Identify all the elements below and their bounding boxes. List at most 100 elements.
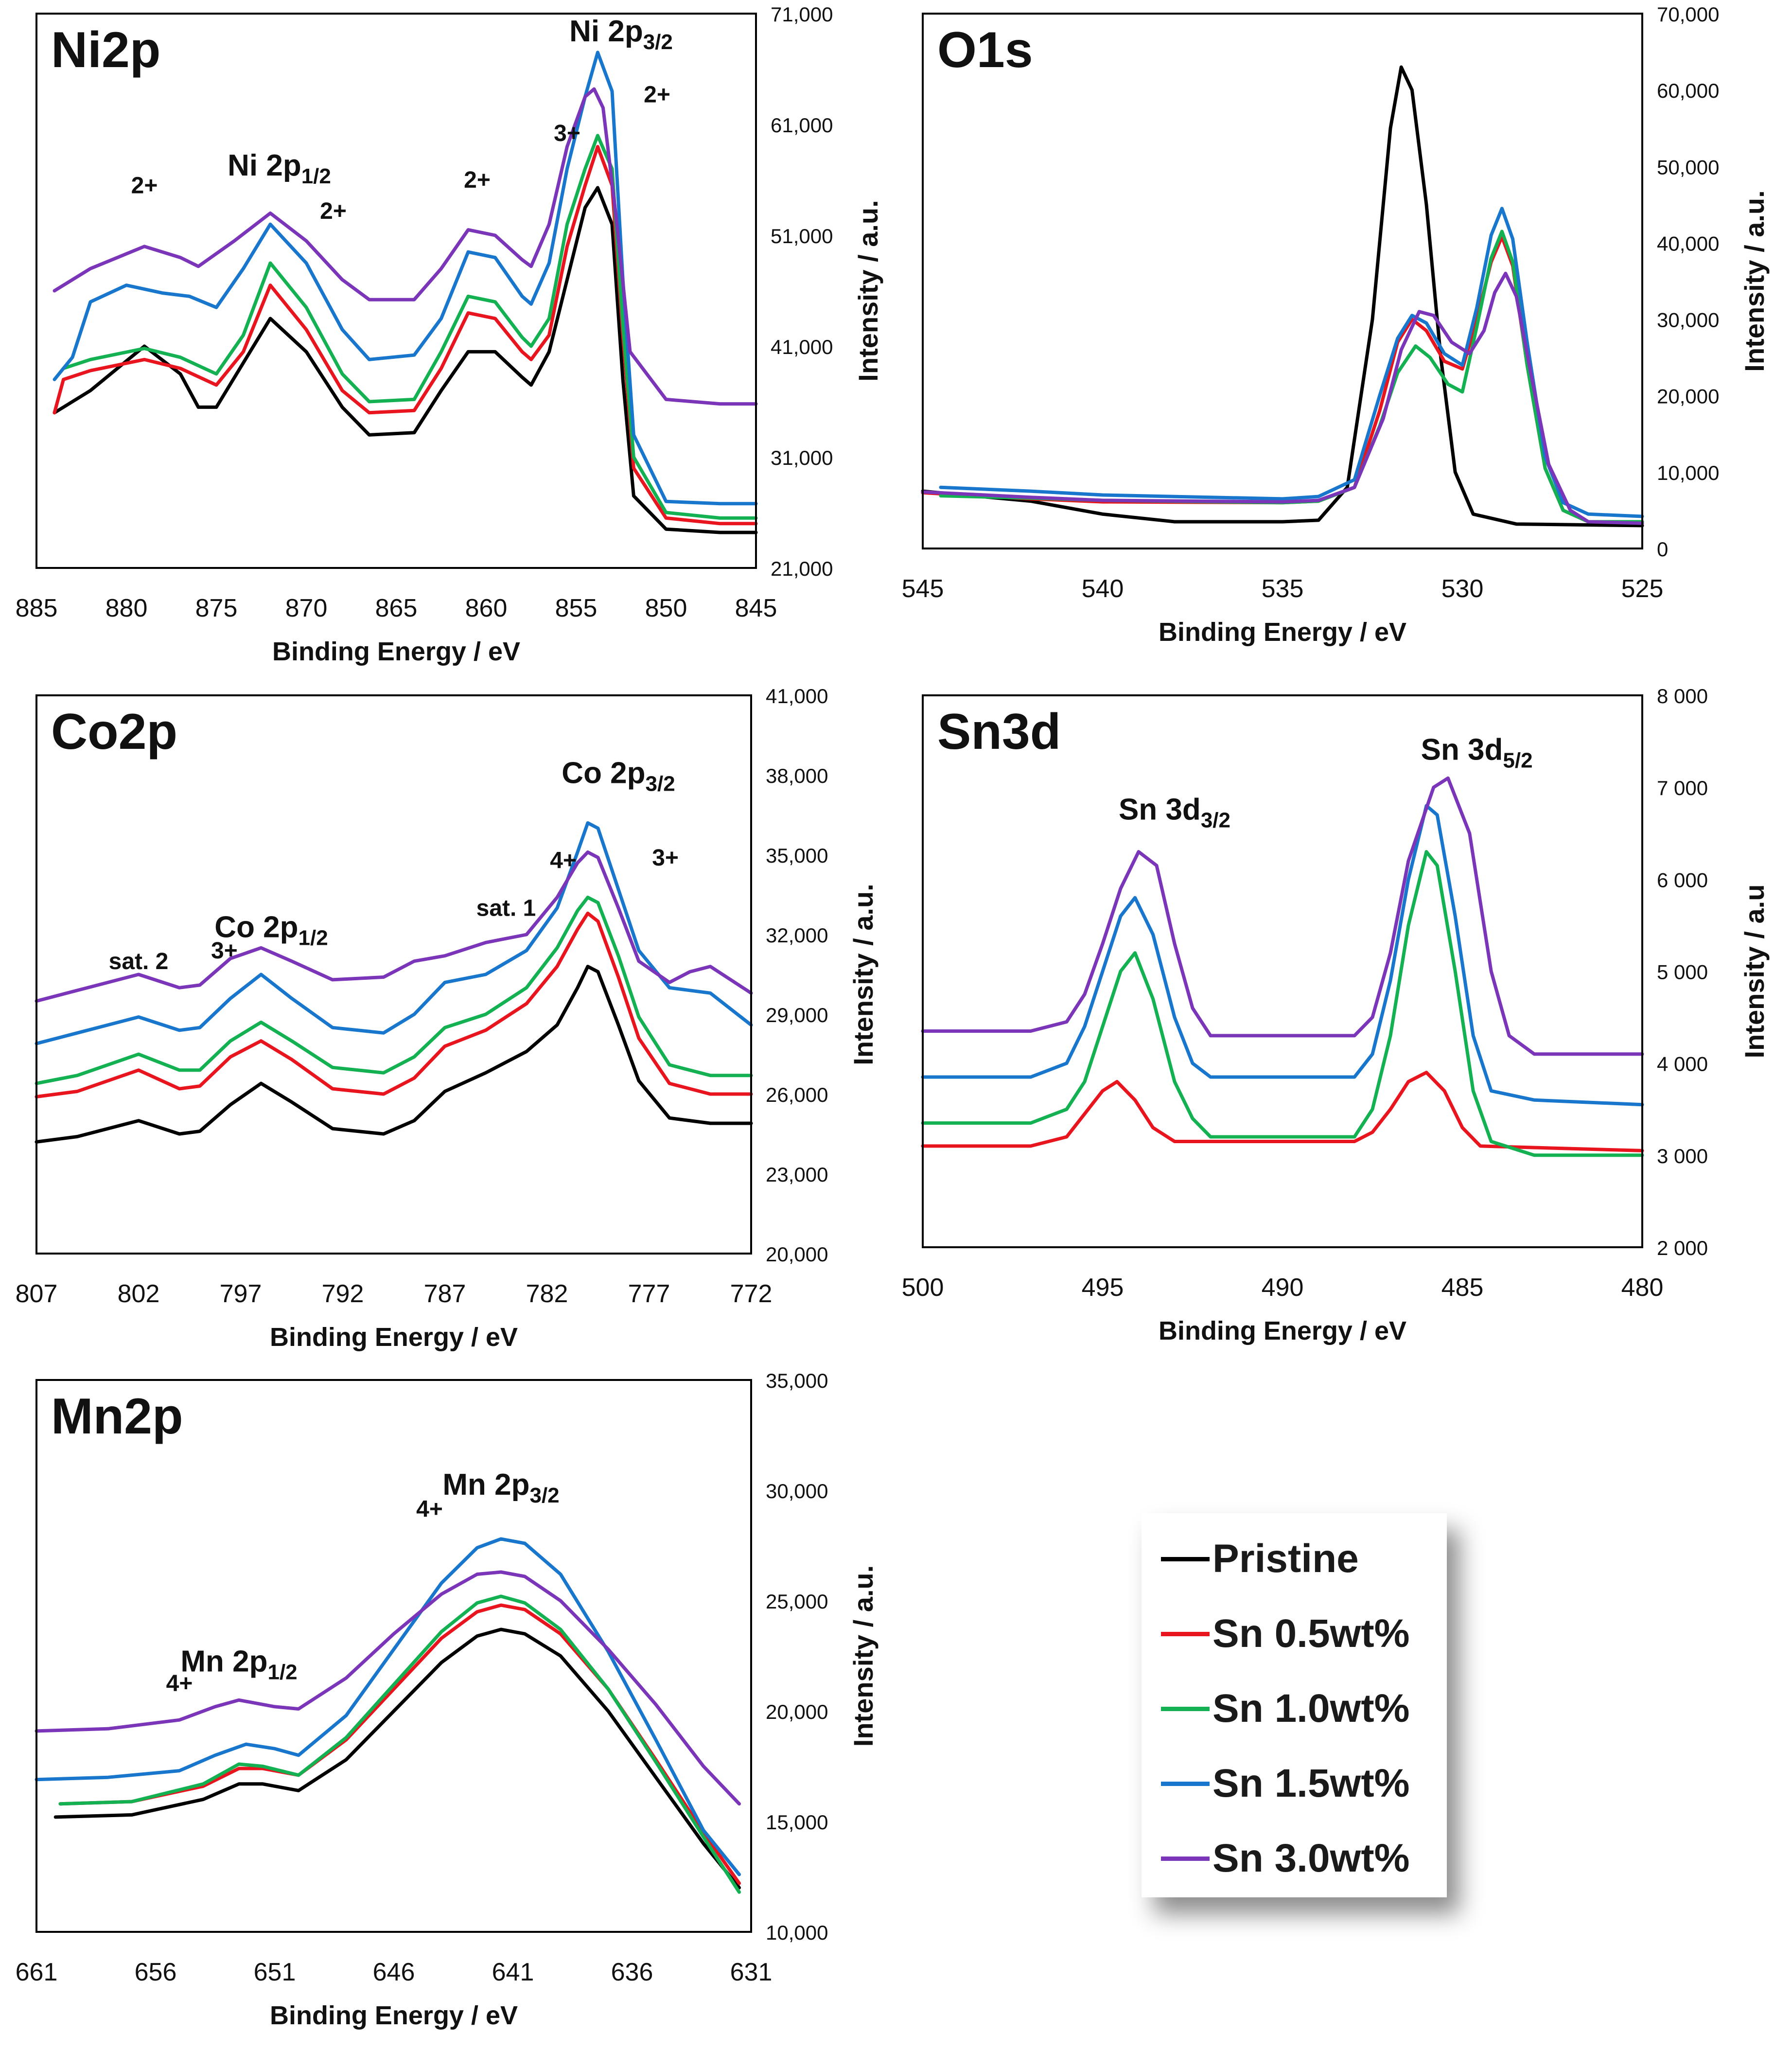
mn2p-x-tick-label: 651 [254,1958,296,1986]
sn3d-y-tick-label: 7 000 [1657,777,1708,799]
sn3d-panel-title: Sn3d [937,704,1061,760]
o1s-y-tick-label: 30,000 [1657,309,1719,332]
co2p-x-tick-label: 807 [16,1280,58,1308]
co2p-y-tick-label: 41,000 [766,685,828,707]
mn2p-x-tick-label: 661 [16,1958,58,1986]
co2p-y-tick-label: 35,000 [766,844,828,867]
ni2p-x-tick-label: 855 [555,594,597,622]
co2p-y-tick-label: 32,000 [766,924,828,947]
mn2p-y-tick-label: 25,000 [766,1590,828,1613]
o1s-series-sn-1-0wt [939,230,1644,524]
sn3d-x-tick-label: 485 [1441,1273,1484,1302]
ni2p-plot-frame [35,13,757,569]
o1s-y-tick-label: 60,000 [1657,79,1719,102]
co2p-y-tick-label: 20,000 [766,1243,828,1266]
ni2p-peak-label: Ni 2p1/2 [228,149,331,188]
mn2p-peak-label: Mn 2p1/2 [180,1644,297,1684]
legend: Pristine Sn 0.5wt% Sn 1.0wt% Sn 1.5wt% S… [1142,1513,1447,1897]
ni2p-x-tick-label: 880 [105,594,148,622]
sn3d-y-tick-label: 5 000 [1657,961,1708,984]
sn3d-y-axis-label: Intensity / a.u [1739,884,1770,1059]
ni2p-y-tick-label: 41,000 [771,336,833,358]
sn3d-peak-label: Sn 3d3/2 [1119,793,1230,832]
o1s-y-tick-label: 40,000 [1657,232,1719,255]
legend-swatch-sn-0-5 [1161,1631,1210,1636]
o1s-x-tick-label: 535 [1262,575,1304,603]
co2p-peak-label: Co 2p3/2 [562,756,675,796]
o1s-series-sn-3-0wt [921,271,1644,525]
co2p-y-tick-label: 23,000 [766,1163,828,1186]
co2p-panel-title: Co2p [51,704,177,760]
o1s-x-tick-label: 530 [1441,575,1484,603]
o1s-x-tick-label: 540 [1082,575,1124,603]
o1s-x-axis-label: Binding Energy / eV [1159,618,1406,647]
mn2p-annotation: 4+ [166,1671,193,1697]
mn2p-panel: 661 656 651 646 641 636 631 10,000 15,000 20,000 2… [16,1369,878,2030]
co2p-y-axis-label: Intensity / a.u. [848,884,878,1065]
sn3d-x-tick-label: 480 [1621,1273,1664,1302]
mn2p-series-sn-3-0wt [35,1570,741,1806]
sn3d-plot-frame [922,694,1643,1248]
ni2p-x-tick-label: 875 [195,594,238,622]
ni2p-y-axis-label: Intensity / a.u. [853,200,883,381]
o1s-y-axis-label: Intensity / a.u. [1739,190,1770,371]
co2p-x-axis-label: Binding Energy / eV [270,1323,518,1352]
co2p-annotation: sat. 1 [476,896,536,921]
legend-label-pristine: Pristine [1212,1537,1359,1581]
mn2p-peak-label: Mn 2p3/2 [442,1468,559,1507]
sn3d-series-sn-3-0wt [921,776,1644,1056]
co2p-annotation: 3+ [652,845,679,871]
co2p-plot-frame [35,694,752,1255]
o1s-x-tick-label: 525 [1621,575,1664,603]
mn2p-series-sn-1-0wt [58,1594,741,1894]
co2p-annotation: 3+ [211,938,238,964]
co2p-x-tick-label: 792 [322,1280,364,1308]
o1s-y-tick-label: 70,000 [1657,3,1719,26]
ni2p-y-tick-label: 61,000 [771,114,833,137]
mn2p-x-tick-label: 631 [730,1958,773,1986]
legend-item-sn-0-5: Sn 0.5wt% [1161,1605,1410,1663]
ni2p-series-sn-3-0wt [53,87,758,406]
co2p-x-tick-label: 802 [118,1280,160,1308]
ni2p-x-tick-label: 860 [465,594,508,622]
mn2p-series-pristine [53,1627,741,1890]
sn3d-y-tick-label: 4 000 [1657,1053,1708,1076]
o1s-panel: 545 540 535 530 525 0 10,000 20,000 30,000 40,000… [902,3,1770,647]
ni2p-annotation: 3+ [554,121,580,146]
co2p-x-tick-label: 787 [424,1280,466,1308]
co2p-annotation: 4+ [550,848,577,873]
sn3d-series-sn-0-5wt [921,1071,1644,1152]
sn3d-x-tick-label: 490 [1262,1273,1304,1302]
co2p-series-sn-3-0wt [35,850,753,1003]
mn2p-x-tick-label: 641 [492,1958,534,1986]
co2p-peak-label: Co 2p1/2 [214,910,328,950]
o1s-y-tick-label: 10,000 [1657,461,1719,484]
co2p-series-sn-1-5wt [35,821,753,1045]
legend-item-sn-1-0: Sn 1.0wt% [1161,1680,1410,1738]
ni2p-y-tick-label: 71,000 [771,3,833,26]
sn3d-x-axis-label: Binding Energy / eV [1159,1316,1406,1345]
ni2p-x-tick-label: 870 [285,594,328,622]
mn2p-y-tick-label: 10,000 [766,1921,828,1944]
ni2p-annotation: 2+ [644,82,670,107]
sn3d-y-tick-label: 8 000 [1657,685,1708,707]
co2p-y-tick-label: 38,000 [766,764,828,787]
legend-item-sn-1-5: Sn 1.5wt% [1161,1754,1410,1813]
legend-item-sn-3-0: Sn 3.0wt% [1161,1829,1410,1888]
ni2p-y-tick-label: 51,000 [771,225,833,248]
co2p-series-sn-1-0wt [35,896,753,1085]
mn2p-y-axis-label: Intensity / a.u. [848,1565,878,1747]
co2p-x-tick-label: 797 [220,1280,262,1308]
ni2p-peak-label: Ni 2p3/2 [569,15,673,54]
sn3d-y-tick-label: 6 000 [1657,868,1708,891]
legend-label-sn-1-0: Sn 1.0wt% [1212,1686,1410,1731]
ni2p-y-tick-label: 31,000 [771,446,833,469]
ni2p-panel: 885 880 875 870 865 860 855 850 845 21,000 31,000 4… [16,3,883,666]
co2p-y-tick-label: 26,000 [766,1083,828,1106]
o1s-series-pristine [921,65,1644,528]
legend-swatch-pristine [1161,1556,1210,1561]
mn2p-y-tick-label: 15,000 [766,1811,828,1834]
mn2p-x-tick-label: 656 [135,1958,177,1986]
o1s-plot-frame [922,13,1643,549]
ni2p-x-axis-label: Binding Energy / eV [272,637,520,666]
